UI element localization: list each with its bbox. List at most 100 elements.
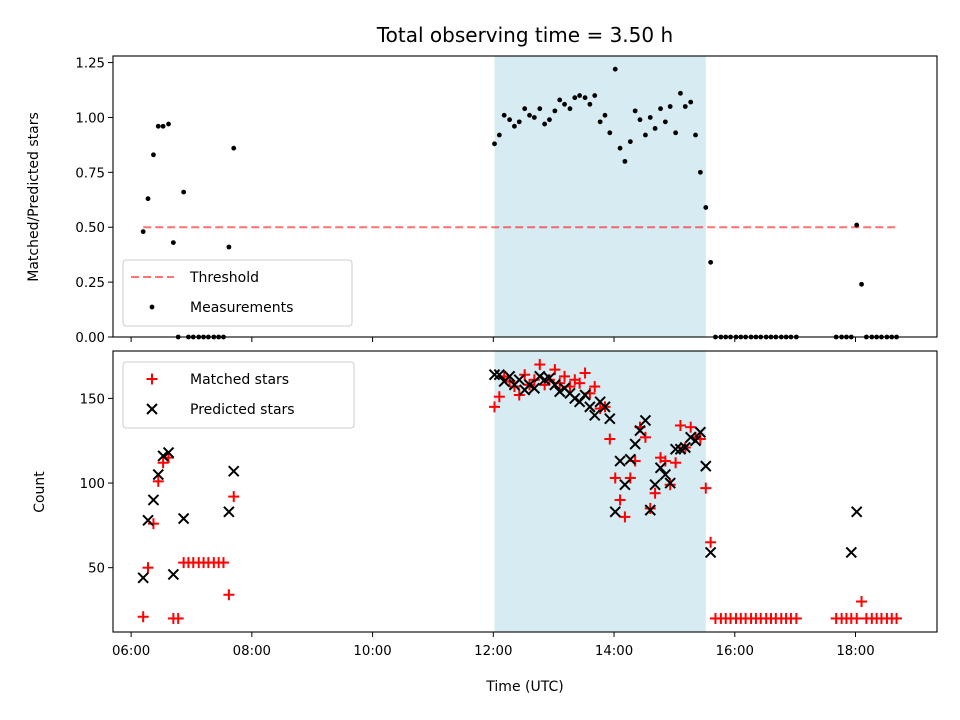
predicted-star-point <box>664 477 676 489</box>
matched-star-point <box>217 557 229 569</box>
measurement-point <box>682 104 688 109</box>
predicted-star-point <box>167 568 180 581</box>
predicted-star-point <box>528 382 541 394</box>
matched-star-point <box>664 479 676 491</box>
measurement-point <box>170 240 176 246</box>
measurement-point <box>643 132 648 138</box>
measurement-point <box>592 93 598 98</box>
measurement-point <box>501 112 507 118</box>
measurement-point <box>231 145 237 151</box>
chart-title: Total observing time = 3.50 h <box>376 23 673 47</box>
matched-star-point <box>705 536 717 548</box>
y-tick-label: 50 <box>88 562 105 577</box>
top-shaded-region <box>494 56 706 337</box>
bottom-legend-box <box>122 361 355 429</box>
matched-star-point <box>489 401 501 413</box>
measurement-point <box>552 108 558 114</box>
x-tick-label: 10:00 <box>353 644 391 659</box>
predicted-star-point <box>609 506 621 518</box>
predicted-star-point <box>619 479 631 491</box>
matched-star-point <box>589 381 601 393</box>
y-tick-label: 0.00 <box>75 331 105 346</box>
count-points <box>137 359 903 624</box>
measurement-point <box>572 95 578 101</box>
measurement-point <box>151 152 156 158</box>
predicted-x-b <box>654 462 667 474</box>
predicted-star-point <box>654 462 667 474</box>
predicted-star-point <box>554 385 566 398</box>
matched-star-point <box>604 433 616 445</box>
predicted-star-point <box>669 443 682 455</box>
matched-star-point <box>670 457 682 469</box>
measurement-point <box>647 115 653 120</box>
top-panel: Total observing time = 3.50 h 0.000.250.… <box>26 23 938 346</box>
measurement-point <box>602 112 608 118</box>
predicted-x-b <box>689 435 702 447</box>
matched-star-point <box>649 487 661 499</box>
legend-entry-threshold: Threshold <box>189 270 259 286</box>
matched-star-point <box>574 377 586 389</box>
x-tick-label: 14:00 <box>595 644 633 659</box>
predicted-x-b <box>569 392 581 405</box>
measurement-point <box>512 123 517 129</box>
predicted-x-b <box>549 379 561 391</box>
x-tick-label: 06:00 <box>112 644 150 659</box>
predicted-x-b <box>604 413 616 425</box>
matched-star-point <box>659 455 671 467</box>
predicted-star-point <box>223 506 235 518</box>
legend-entry-predicted: Predicted stars <box>190 402 295 418</box>
measurement-point <box>662 119 668 125</box>
predicted-x-b <box>513 374 525 386</box>
predicted-x-b <box>488 368 501 381</box>
predicted-star-point <box>569 392 581 405</box>
predicted-star-point <box>513 374 525 386</box>
predicted-x-b <box>523 379 536 391</box>
measurement-point <box>617 145 623 151</box>
measurement-point <box>557 97 563 103</box>
measurement-point <box>181 189 187 195</box>
bottom-y-ticks: 50 100 150 <box>80 392 113 577</box>
predicted-legend-swatch <box>146 403 158 415</box>
y-tick-label: 1.25 <box>75 57 105 72</box>
predicted-star-point <box>177 512 190 525</box>
predicted-star-point <box>704 546 717 559</box>
matched-star-point <box>137 611 149 623</box>
matched-star-point <box>674 419 686 431</box>
measurement-point <box>597 119 603 125</box>
predicted-star-point <box>488 368 501 381</box>
matched-star-point <box>579 367 591 379</box>
measurement-point <box>854 222 860 228</box>
y-tick-label: 0.25 <box>75 276 105 291</box>
measurement-point <box>632 108 638 114</box>
predicted-star-point <box>549 379 561 391</box>
matched-star-point <box>228 491 240 503</box>
measurement-point <box>507 117 513 123</box>
measurement-point <box>166 121 171 127</box>
predicted-x-b <box>554 385 566 398</box>
y-tick-label: 100 <box>80 477 105 492</box>
matched-star-point <box>790 612 802 624</box>
predicted-x-b <box>644 504 656 516</box>
predicted-star-point <box>228 465 240 477</box>
predicted-x-b <box>851 506 863 518</box>
top-legend: Threshold Measurements <box>122 259 353 327</box>
bottom-y-axis-label: Count <box>32 471 48 513</box>
predicted-x-b <box>639 414 652 427</box>
measurement-point <box>627 139 633 145</box>
measurement-point <box>637 117 643 123</box>
measurement-point <box>522 106 528 112</box>
measurement-point <box>542 121 548 127</box>
predicted-star-point <box>579 389 591 401</box>
matched-star-point <box>559 370 571 382</box>
measurement-point <box>859 281 864 287</box>
measurement-point <box>612 66 618 72</box>
predicted-star-point <box>523 379 536 391</box>
measurement-point <box>496 132 502 138</box>
predicted-x-b <box>558 382 571 394</box>
predicted-star-point <box>644 504 656 516</box>
predicted-x-b <box>664 477 676 489</box>
matched-star-point <box>508 381 520 393</box>
predicted-x-b <box>177 512 190 525</box>
matched-legend-swatch <box>146 373 158 385</box>
